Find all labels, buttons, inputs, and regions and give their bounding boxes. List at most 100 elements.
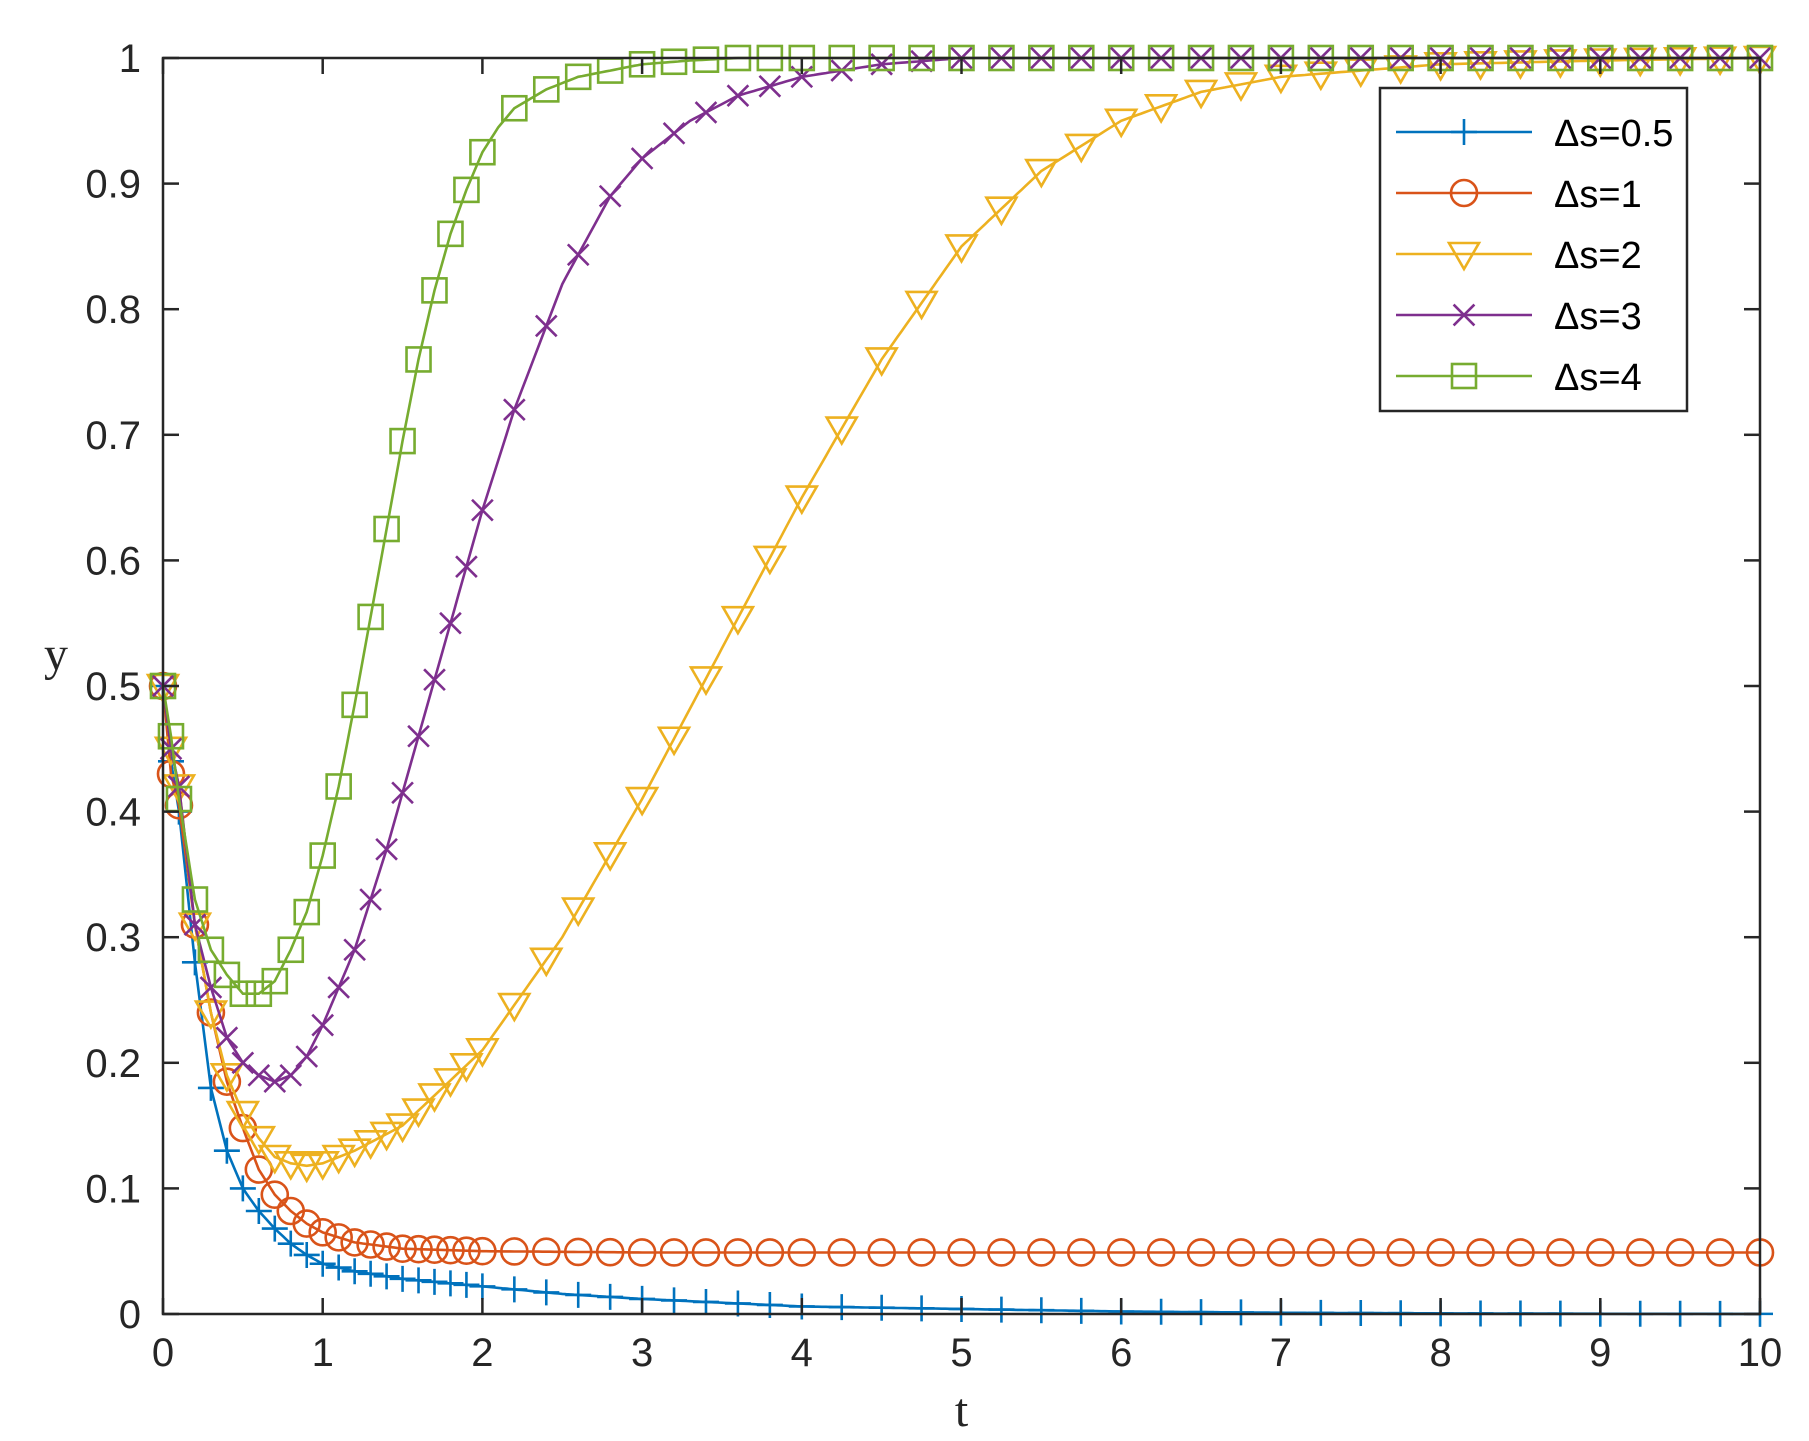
data-point	[988, 1296, 1015, 1323]
data-point	[404, 1234, 433, 1264]
data-point	[1466, 1238, 1495, 1267]
data-point	[277, 936, 305, 964]
data-point	[293, 898, 321, 926]
data-point	[867, 1238, 896, 1267]
data-point	[500, 1237, 529, 1266]
data-point	[692, 46, 720, 73]
data-point	[787, 1238, 817, 1267]
data-point	[1303, 61, 1339, 92]
data-point	[947, 1238, 976, 1267]
data-point	[987, 1238, 1016, 1267]
data-point	[213, 1137, 240, 1164]
data-point	[212, 1067, 242, 1096]
y-tick-label: 0.3	[85, 916, 141, 960]
data-point	[197, 936, 225, 964]
data-point	[421, 1268, 448, 1295]
data-point	[1106, 1238, 1136, 1267]
data-point	[1306, 1238, 1336, 1267]
y-tick-label: 0.6	[85, 539, 141, 583]
data-point	[564, 63, 592, 91]
data-point	[501, 94, 528, 122]
legend-item: Δs=1	[1396, 174, 1642, 216]
legend: Δs=0.5 Δs=1 Δs=2 Δs=3 Δs=4	[1378, 86, 1689, 413]
data-point	[1186, 1238, 1216, 1267]
data-point	[533, 1279, 560, 1306]
data-point	[309, 1250, 336, 1277]
data-point	[1103, 108, 1139, 139]
legend-marker	[1450, 362, 1478, 390]
data-point	[659, 1238, 689, 1267]
legend-label: Δs=0.5	[1554, 113, 1673, 155]
data-point	[327, 976, 350, 999]
data-point	[1346, 1238, 1376, 1267]
data-point	[1625, 1238, 1655, 1267]
data-point	[503, 398, 526, 421]
data-point	[662, 122, 686, 145]
data-point	[257, 1144, 293, 1175]
data-point	[455, 555, 478, 578]
data-point	[261, 967, 289, 995]
data-point	[497, 992, 532, 1023]
data-point	[373, 515, 400, 543]
x-tick-label: 9	[1589, 1331, 1611, 1375]
x-tick-label: 6	[1110, 1331, 1132, 1375]
data-point	[904, 290, 939, 321]
data-point	[1583, 48, 1618, 79]
data-point	[828, 1294, 855, 1321]
data-point	[292, 1209, 322, 1238]
legend-label: Δs=2	[1554, 235, 1642, 277]
data-point	[157, 722, 185, 750]
data-point	[868, 1294, 895, 1321]
data-point	[353, 1130, 388, 1160]
data-point	[337, 1138, 372, 1169]
data-point	[209, 1063, 245, 1093]
data-point	[260, 1180, 290, 1209]
data-point	[305, 1150, 340, 1181]
data-point	[565, 1281, 592, 1308]
data-point	[1266, 1238, 1296, 1267]
data-point	[452, 1236, 481, 1265]
axes-ticks: 0 1 2 3 4 5 6 7 8 9 10 0 0.1 0.2 0.3 0.4 0.5 0.6 0.7 0.8 0.9…	[85, 37, 1782, 1375]
data-point	[597, 1283, 624, 1310]
x-tick-label: 3	[631, 1331, 653, 1375]
data-point	[437, 220, 464, 248]
x-tick-label: 1	[312, 1331, 334, 1375]
data-point	[534, 314, 558, 338]
data-point	[433, 1068, 468, 1098]
data-point	[720, 605, 756, 636]
data-point	[231, 1051, 255, 1075]
data-point	[724, 1290, 751, 1317]
data-point	[560, 897, 596, 928]
data-point	[1064, 133, 1099, 164]
data-point	[694, 101, 718, 124]
data-point	[726, 84, 750, 107]
data-point	[161, 774, 197, 805]
data-point	[627, 1238, 657, 1267]
data-point	[325, 1254, 352, 1281]
data-point	[293, 1241, 320, 1268]
data-point	[1183, 79, 1219, 110]
data-point	[824, 416, 859, 447]
data-point	[263, 1070, 287, 1093]
y-tick-label: 0.9	[85, 163, 141, 207]
data-point	[181, 886, 209, 913]
data-point	[357, 603, 384, 631]
data-point	[630, 147, 654, 170]
data-point	[407, 724, 430, 748]
x-tick-label: 7	[1270, 1331, 1292, 1375]
legend-item: Δs=3	[1396, 296, 1642, 338]
data-point	[388, 1234, 417, 1263]
legend-label: Δs=4	[1554, 357, 1642, 399]
data-point	[692, 1288, 719, 1315]
x-axis-label: t	[955, 1384, 969, 1437]
data-point	[598, 184, 622, 208]
data-point	[465, 1037, 500, 1068]
data-point	[405, 1267, 432, 1294]
data-point	[1543, 49, 1578, 80]
data-point	[295, 1045, 319, 1068]
data-point	[359, 888, 382, 911]
data-point	[529, 947, 564, 978]
data-point	[197, 1074, 224, 1101]
data-point	[279, 1064, 303, 1087]
data-point	[245, 1198, 272, 1225]
